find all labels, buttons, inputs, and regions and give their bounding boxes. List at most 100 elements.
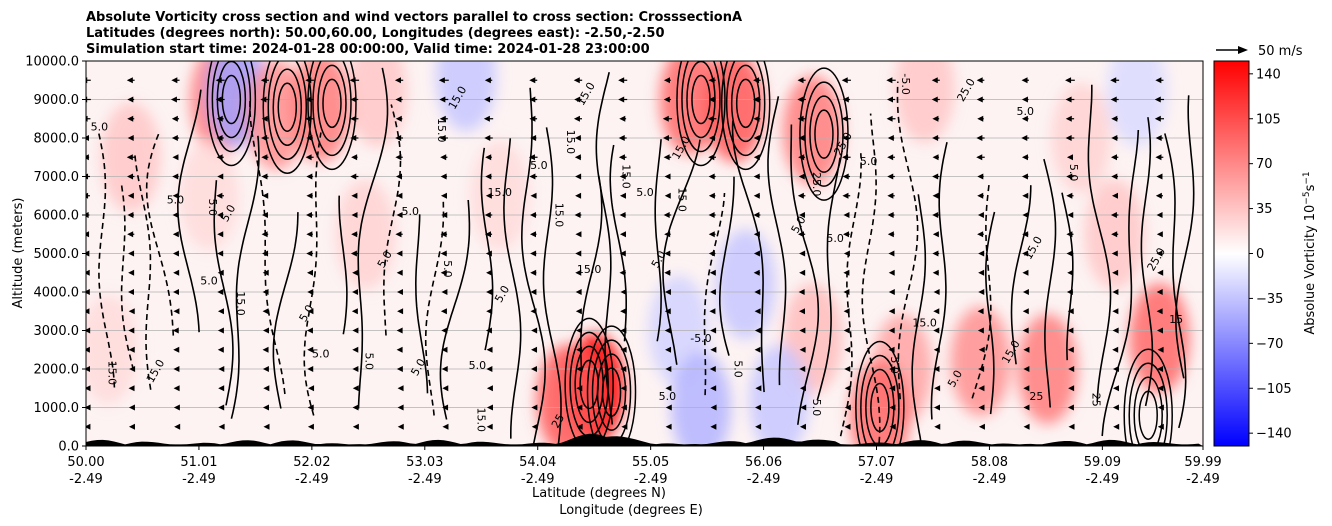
positive-contour-line <box>580 175 603 373</box>
contour-label: -5.0 <box>899 73 912 94</box>
wind-vector-head <box>530 289 537 295</box>
wind-vector-head <box>798 154 805 161</box>
wind-vector-head <box>799 423 806 430</box>
wind-vector-head <box>1022 289 1029 295</box>
wind-vector-head <box>709 366 716 372</box>
wind-vectors <box>86 77 1165 430</box>
wind-vector-head <box>484 212 491 218</box>
wind-vector-head <box>396 346 403 353</box>
wind-vector-head <box>754 327 761 334</box>
wind-vector-head <box>396 327 403 334</box>
wind-vector-head <box>574 212 581 218</box>
wind-vector-head <box>218 366 225 372</box>
wind-vector-head <box>887 173 894 180</box>
wind-vector-head <box>1156 289 1163 295</box>
wind-vector-head <box>620 308 627 315</box>
wind-vector-head <box>86 192 89 199</box>
wind-vector-head <box>529 231 536 238</box>
wind-vector-head <box>842 154 849 161</box>
wind-vector-head <box>351 192 358 199</box>
wind-vector-head <box>887 212 894 218</box>
wind-vector-head <box>753 192 760 199</box>
wind-vector-head <box>217 250 224 257</box>
wind-vector-head <box>620 366 627 372</box>
wind-vector-head <box>1023 366 1030 372</box>
wind-vector-head <box>127 96 134 103</box>
colorbar-tick-label: 105 <box>1256 112 1281 127</box>
vorticity-patch <box>86 294 139 405</box>
wind-vector-head <box>127 192 134 199</box>
wind-vector-head <box>128 250 135 257</box>
x-tick-label-lat: 55.05 <box>632 455 669 470</box>
y-tick-label: 1000.0 <box>34 401 80 416</box>
wind-vector-head <box>485 173 492 180</box>
wind-vector-head <box>263 423 270 430</box>
negative-contour-line <box>98 133 116 388</box>
wind-vector-head <box>529 77 536 84</box>
wind-vector-head <box>709 308 716 315</box>
contour-cluster-ring <box>211 61 252 153</box>
wind-vector-head <box>262 327 269 334</box>
positive-contour-line <box>790 124 820 425</box>
wind-vector-head <box>350 115 357 122</box>
wind-vector-head <box>978 289 985 295</box>
positive-contour-line <box>272 212 299 409</box>
wind-vector-head <box>484 135 491 141</box>
vorticity-patch <box>246 61 307 170</box>
wind-vector-head <box>530 250 537 257</box>
wind-vector-head <box>262 250 269 257</box>
positive-contour-line <box>230 135 260 419</box>
wind-vector-head <box>439 135 446 141</box>
contour-label: 15.0 <box>105 361 118 386</box>
wind-vector-head <box>215 77 222 84</box>
wind-vector-head <box>486 289 493 295</box>
x-tick-label-lon: -2.49 <box>860 472 894 487</box>
wind-vector-head <box>1065 115 1072 122</box>
contour-cluster-ring <box>564 317 614 446</box>
y-tick-label: 9000.0 <box>34 93 80 108</box>
wind-vector-head <box>887 192 894 199</box>
wind-vector-head <box>664 231 671 238</box>
contour-label: 5.0 <box>860 155 878 168</box>
wind-vector-head <box>1156 308 1163 315</box>
wind-vector-head <box>888 327 895 334</box>
positive-contour-line <box>357 67 389 409</box>
wind-vector-head <box>1157 366 1164 372</box>
wind-vector-head <box>799 327 806 334</box>
wind-vector-head <box>664 250 671 257</box>
wind-vector-head <box>261 212 268 218</box>
wind-vector-head <box>576 404 583 411</box>
wind-vector-head <box>1065 96 1072 103</box>
wind-vector-head <box>1155 154 1162 161</box>
wind-vector-head <box>709 135 716 141</box>
wind-vector-head <box>396 250 403 257</box>
wind-vector-head <box>349 77 356 84</box>
wind-vector-head <box>86 404 91 411</box>
positive-contour-line <box>338 195 348 335</box>
wind-vector-head <box>486 366 493 372</box>
y-tick-label: 0.0 <box>58 440 79 455</box>
wind-vector-head <box>933 346 940 353</box>
wind-vector-head <box>576 385 583 392</box>
wind-vector-head <box>395 135 402 141</box>
positive-contour-line <box>662 139 701 365</box>
wind-vector-head <box>618 154 625 161</box>
wind-vector-head <box>128 404 135 411</box>
wind-vector-head <box>1067 308 1074 315</box>
wind-vector-head <box>86 289 90 295</box>
wind-vector-head <box>397 385 404 392</box>
contour-cluster-ring <box>206 61 257 167</box>
wind-vector-head <box>664 173 671 180</box>
wind-vector-head <box>1023 423 1030 430</box>
wind-vector-head <box>173 385 180 392</box>
wind-vector-head <box>306 231 313 238</box>
wind-vector-head <box>216 135 223 141</box>
wind-vector-head <box>1023 346 1030 353</box>
wind-vector-head <box>887 231 894 238</box>
x-tick-label-lat: 57.07 <box>858 455 895 470</box>
contour-label: 5.0 <box>312 347 330 360</box>
wind-vector-head <box>1156 173 1163 180</box>
wind-vector-head <box>1021 77 1028 84</box>
wind-vector-head <box>576 366 583 372</box>
wind-vector-head <box>619 173 626 180</box>
